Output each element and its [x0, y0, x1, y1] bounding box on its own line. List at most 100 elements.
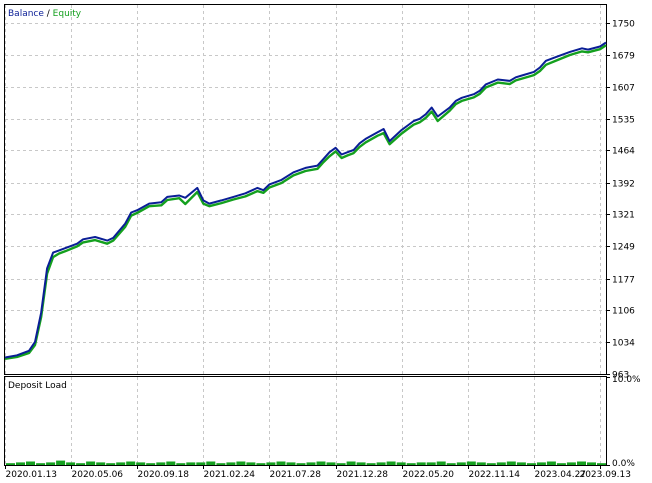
deposit-load-bar [476, 462, 486, 465]
deposit-load-bar [496, 462, 506, 465]
legend-separator: / [44, 9, 53, 19]
deposit-load-bar [346, 461, 356, 465]
deposit-load-bar [66, 462, 76, 465]
deposit-load-bar [226, 462, 236, 465]
deposit-load-tick-label: 0.0% [612, 459, 635, 469]
x-tick-label: 2023.04.27 [535, 470, 587, 480]
deposit-load-bar [396, 462, 406, 465]
deposit-load-bar [156, 462, 166, 465]
equity-line [4, 44, 607, 360]
x-tick-label: 2021.02.24 [204, 470, 256, 480]
deposit-load-bar [146, 463, 156, 465]
deposit-load-bar [86, 461, 96, 465]
deposit-load-bar [296, 463, 306, 465]
deposit-load-bar [536, 462, 546, 465]
y-tick-label: 1679 [612, 52, 635, 62]
deposit-load-bar [136, 462, 146, 465]
deposit-load-bar [106, 463, 116, 465]
x-tick-label: 2020.05.06 [72, 470, 124, 480]
x-tick-label: 2023.09.13 [579, 470, 631, 480]
deposit-load-bar [36, 463, 46, 465]
deposit-load-bar [587, 462, 596, 465]
deposit-load-bar [516, 462, 526, 465]
deposit-load-bar [176, 463, 186, 465]
deposit-load-grid [5, 377, 601, 465]
y-tick-label: 963 [612, 371, 629, 381]
y-axis-ticks: 1750 1679 1607 1535 1464 1392 1321 1249 1177 1106… [606, 20, 635, 381]
x-tick-label: 2020.09.18 [138, 470, 190, 480]
deposit-load-y-ticks: 10.0% 0.0% [606, 375, 641, 469]
y-tick-label: 1249 [612, 243, 635, 253]
deposit-load-bar [386, 461, 396, 465]
deposit-load-bar [506, 461, 516, 465]
deposit-load-bar [116, 462, 126, 465]
y-tick-label: 1106 [612, 307, 635, 317]
deposit-load-bar [466, 461, 476, 465]
deposit-load-bar [26, 461, 35, 465]
y-tick-label: 1535 [612, 116, 635, 126]
y-tick-label: 1034 [612, 339, 635, 349]
deposit-load-bar [306, 462, 316, 465]
x-axis-ticks: 2020.01.13 2020.05.06 2020.09.18 2021.02.24… [5, 465, 631, 480]
deposit-load-title: Deposit Load [8, 381, 67, 391]
legend-balance: Balance [8, 9, 44, 19]
deposit-load-bar [356, 462, 366, 465]
chart-legend: Balance / Equity [8, 9, 82, 19]
x-tick-label: 2021.12.28 [337, 470, 389, 480]
deposit-load-bar [486, 463, 496, 465]
deposit-load-bar [6, 463, 15, 465]
main-chart-grid [5, 5, 606, 375]
y-tick-label: 1750 [612, 20, 635, 30]
deposit-load-bar [286, 462, 296, 465]
deposit-load-tick-label: 10.0% [612, 375, 641, 385]
balance-equity-lines [4, 41, 607, 360]
deposit-load-bar [16, 462, 25, 465]
main-chart-frame [4, 4, 607, 375]
deposit-load-bar [266, 462, 276, 465]
y-tick-label: 1392 [612, 180, 635, 190]
deposit-load-bar [96, 462, 106, 465]
y-tick-label: 1177 [612, 276, 635, 286]
deposit-load-bar [416, 462, 426, 465]
deposit-load-bar [196, 462, 206, 465]
y-tick-label: 1321 [612, 211, 635, 221]
deposit-load-bar [456, 462, 466, 465]
deposit-load-bar [336, 463, 346, 465]
x-tick-label: 2022.05.20 [403, 470, 455, 480]
deposit-load-bar [46, 462, 56, 465]
deposit-load-bars [6, 460, 606, 465]
balance-line [4, 41, 607, 359]
x-tick-label: 2020.01.13 [6, 470, 58, 480]
y-tick-label: 1464 [612, 147, 635, 157]
deposit-load-bar [446, 463, 456, 465]
deposit-load-bar [577, 461, 586, 465]
deposit-load-bar [316, 461, 326, 465]
deposit-load-bar [566, 462, 576, 465]
deposit-load-bar [436, 461, 446, 465]
deposit-load-bar [256, 463, 266, 465]
y-tick-label: 1607 [612, 84, 635, 94]
deposit-load-bar [56, 460, 66, 465]
deposit-load-bar [216, 463, 226, 465]
deposit-load-bar [366, 463, 376, 465]
deposit-load-bar [376, 462, 386, 465]
deposit-load-bar [236, 461, 246, 465]
deposit-load-bar [246, 462, 256, 465]
deposit-load-bar [526, 463, 536, 465]
deposit-load-bar [326, 462, 336, 465]
deposit-load-bar [166, 461, 176, 465]
deposit-load-bar [206, 461, 216, 465]
deposit-load-bar [186, 462, 196, 465]
x-tick-label: 2022.11.14 [469, 470, 521, 480]
deposit-load-bar [126, 461, 136, 465]
deposit-load-frame [4, 376, 607, 466]
deposit-load-bar [546, 461, 556, 465]
deposit-load-bar [406, 463, 416, 465]
deposit-load-bar [556, 463, 566, 465]
deposit-load-bar [426, 462, 436, 465]
deposit-load-bar [597, 463, 606, 465]
deposit-load-bar [276, 461, 286, 465]
legend-equity: Equity [53, 9, 82, 19]
x-tick-label: 2021.07.28 [270, 470, 322, 480]
